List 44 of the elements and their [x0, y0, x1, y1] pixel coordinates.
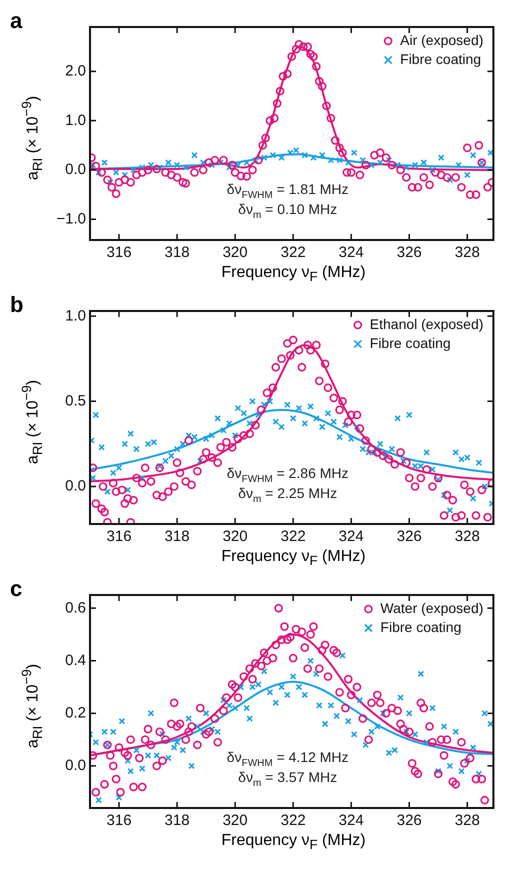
y-tick-label: −1.0: [56, 210, 86, 228]
legend-label: Water (exposed): [380, 600, 484, 616]
x-tick-label: 318: [164, 812, 190, 830]
y-tick-label: 0.5: [65, 392, 86, 410]
x-tick-label: 328: [454, 528, 480, 546]
x-tick-label: 326: [396, 244, 422, 262]
x-tick-label: 328: [454, 812, 480, 830]
y-tick-label: 1.0: [65, 307, 86, 324]
y-tick-label: 0.6: [65, 599, 86, 616]
x-axis-title: Frequency ν$_{F}$ (MHz): [220, 832, 367, 852]
x-tick-label: 326: [396, 528, 422, 546]
x-tick-label: 328: [454, 244, 480, 262]
x-tick-label: 322: [280, 528, 306, 546]
y-tick-label: 0.2: [65, 704, 86, 722]
x-tick-label: 324: [338, 528, 364, 546]
x-tick-label: 318: [164, 244, 190, 262]
legend-label: Ethanol (exposed): [370, 316, 484, 332]
legend-label: Fibre coating: [380, 618, 462, 635]
y-tick-label: 0.0: [65, 757, 86, 774]
chart-title: a: [10, 8, 22, 34]
chart-title: b: [10, 292, 24, 318]
x-tick-label: 316: [106, 812, 132, 830]
x-tick-label: 324: [338, 244, 364, 262]
x-tick-label: 316: [106, 244, 132, 262]
x-tick-label: 320: [222, 528, 248, 546]
y-tick-label: 2.0: [65, 62, 86, 80]
y-tick-label: 0.4: [65, 652, 86, 669]
legend-label: Fibre coating: [370, 334, 451, 351]
x-tick-label: 320: [222, 812, 248, 830]
legend-label: Air (exposed): [400, 32, 484, 48]
x-tick-label: 318: [164, 528, 190, 546]
chart-title: c: [10, 576, 22, 602]
x-axis-title: Frequency ν$_{F}$ (MHz): [220, 264, 367, 284]
x-axis-title: Frequency ν$_{F}$ (MHz): [220, 548, 367, 568]
x-tick-label: 322: [280, 244, 306, 262]
x-tick-label: 320: [222, 244, 248, 262]
y-tick-label: 0.0: [65, 161, 86, 178]
y-tick-label: 0.0: [65, 478, 86, 495]
x-tick-label: 326: [396, 812, 422, 830]
y-tick-label: 1.0: [65, 112, 86, 129]
x-tick-label: 322: [280, 812, 306, 830]
x-tick-label: 316: [106, 528, 132, 546]
legend-label: Fibre coating: [400, 50, 482, 67]
x-tick-label: 324: [338, 812, 364, 830]
